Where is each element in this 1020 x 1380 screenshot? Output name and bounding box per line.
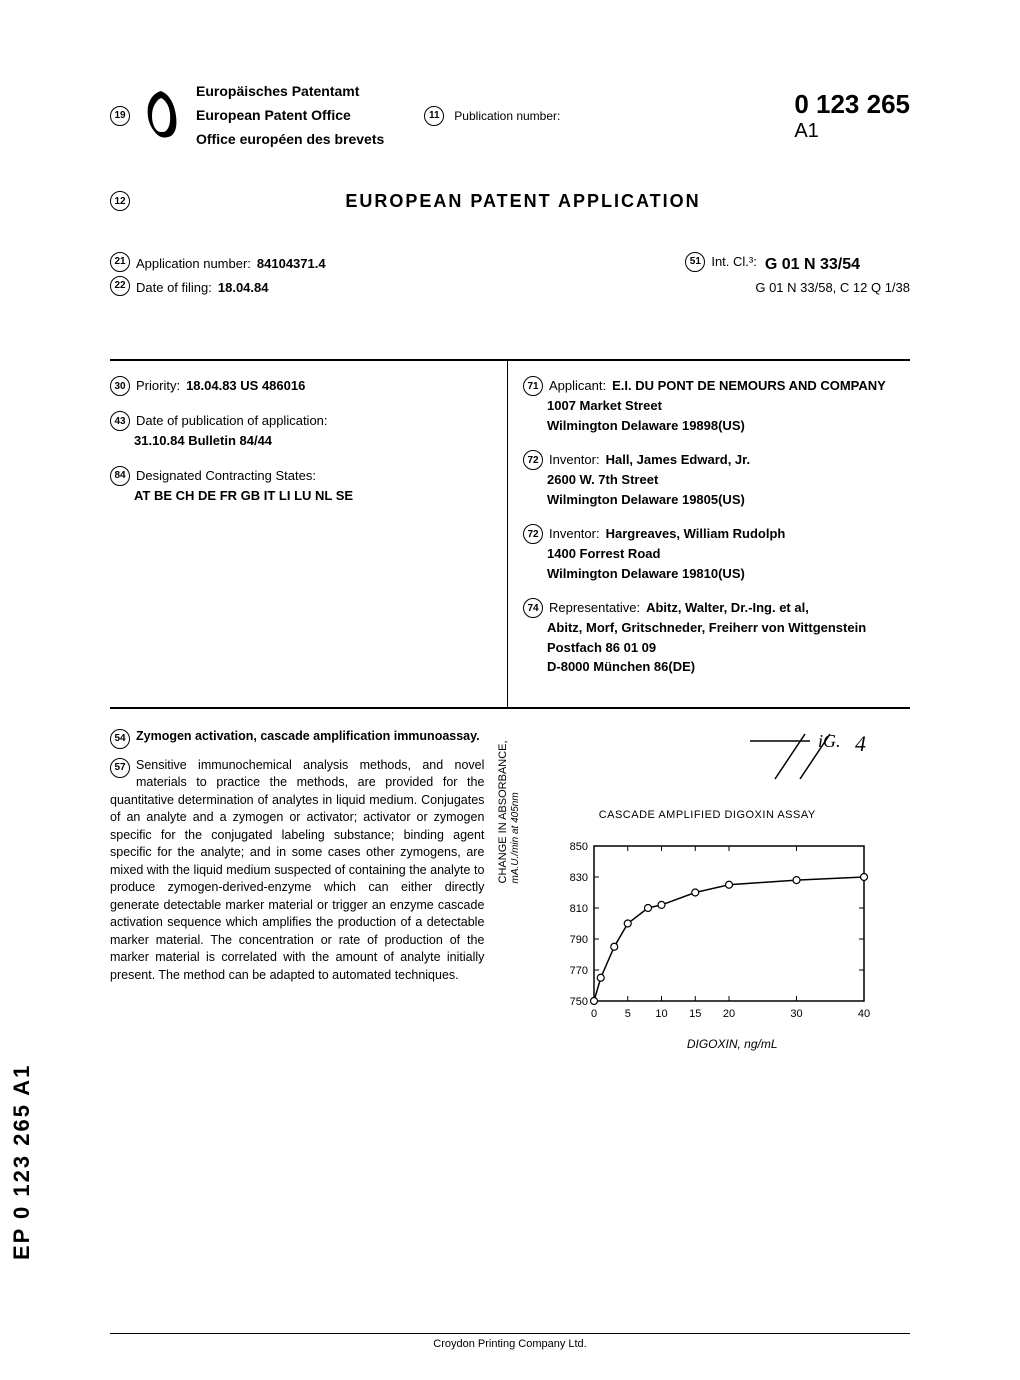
inventor1-addr2: Wilmington Delaware 19805(US)	[547, 490, 910, 510]
field-54: 54	[110, 729, 130, 749]
applicant-label: Applicant:	[549, 376, 606, 396]
priority-label: Priority:	[136, 376, 180, 396]
pub-suffix: A1	[794, 120, 910, 143]
svg-text:770: 770	[570, 965, 588, 977]
priority: 18.04.83 US 486016	[186, 376, 305, 396]
main-title: EUROPEAN PATENT APPLICATION	[136, 191, 910, 212]
inventor1-name: Hall, James Edward, Jr.	[606, 450, 751, 470]
epo-logo-icon	[136, 86, 186, 146]
abstract-text: 57 Sensitive immunochemical analysis met…	[110, 757, 484, 985]
states-label: Designated Contracting States:	[136, 466, 316, 486]
app-left: 21 Application number: 84104371.4 22 Dat…	[110, 252, 326, 299]
abstract-left: 54 Zymogen activation, cascade amplifica…	[110, 729, 484, 1051]
inventor2-label: Inventor:	[549, 524, 600, 544]
rep-addr3: D-8000 München 86(DE)	[547, 657, 910, 677]
abstract-right: iG. 4 CASCADE AMPLIFIED DIGOXIN ASSAY CH…	[504, 729, 910, 1051]
office-en: European Patent Office	[196, 104, 384, 128]
abstract-body: Sensitive immunochemical analysis method…	[110, 758, 484, 982]
filing-label: Date of filing:	[136, 276, 212, 299]
app-right: 51 Int. Cl.³: G 01 N 33/54 G 01 N 33/58,…	[685, 252, 910, 299]
inventor1-label: Inventor:	[549, 450, 600, 470]
rep-addr2: Postfach 86 01 09	[547, 638, 910, 658]
footer: Croydon Printing Company Ltd.	[110, 1333, 910, 1350]
title-row: 12 EUROPEAN PATENT APPLICATION	[110, 191, 910, 247]
bib-right: 71 Applicant: E.I. DU PONT DE NEMOURS AN…	[508, 361, 910, 707]
svg-text:790: 790	[570, 934, 588, 946]
field-43: 43	[110, 411, 130, 431]
fig-label-icon: iG. 4	[750, 729, 880, 784]
ylabel-main: CHANGE IN ABSORBANCE,	[497, 741, 509, 884]
svg-text:830: 830	[570, 872, 588, 884]
field-72b: 72	[523, 524, 543, 544]
field-21: 21	[110, 252, 130, 272]
filing-date: 18.04.84	[218, 276, 269, 299]
inventor2-addr1: 1400 Forrest Road	[547, 544, 910, 564]
publication-number: 0 123 265 A1	[794, 89, 910, 143]
header: 19 Europäisches Patentamt European Paten…	[110, 80, 910, 151]
field-12: 12	[110, 191, 130, 211]
svg-text:4: 4	[855, 731, 866, 756]
svg-text:850: 850	[570, 841, 588, 853]
office-fr: Office européen des brevets	[196, 128, 384, 152]
bib-left: 30 Priority: 18.04.83 US 486016 43 Date …	[110, 361, 508, 707]
abstract-title: Zymogen activation, cascade amplificatio…	[136, 729, 480, 743]
field-19: 19	[110, 106, 130, 126]
applicant-addr2: Wilmington Delaware 19898(US)	[547, 416, 910, 436]
office-de: Europäisches Patentamt	[196, 80, 384, 104]
chart-ylabel: CHANGE IN ABSORBANCE, mA.U./min at 405nm	[497, 741, 521, 884]
svg-text:30: 30	[791, 1008, 803, 1020]
field-84: 84	[110, 466, 130, 486]
inventor1-addr1: 2600 W. 7th Street	[547, 470, 910, 490]
abstract-section: 54 Zymogen activation, cascade amplifica…	[110, 729, 910, 1051]
chart-title: CASCADE AMPLIFIED DIGOXIN ASSAY	[504, 809, 910, 821]
pubdate: 31.10.84 Bulletin 84/44	[134, 431, 497, 451]
field-74: 74	[523, 598, 543, 618]
svg-text:750: 750	[570, 996, 588, 1008]
field-22: 22	[110, 276, 130, 296]
field-11: 11	[424, 106, 444, 126]
pub-number-value: 0 123 265	[794, 89, 910, 119]
int-cl-sub: G 01 N 33/58, C 12 Q 1/38	[755, 278, 910, 299]
svg-text:40: 40	[858, 1008, 870, 1020]
digoxin-chart: 750 770 790 810 830 850 0 5 10 15 20 30 40	[554, 836, 874, 1026]
svg-text:5: 5	[625, 1008, 631, 1020]
chart-xlabel: DIGOXIN, ng/mL	[554, 1037, 910, 1051]
app-number-label: Application number:	[136, 252, 251, 275]
chart-container: CHANGE IN ABSORBANCE, mA.U./min at 405nm…	[554, 836, 910, 1051]
field-72a: 72	[523, 450, 543, 470]
application-row: 21 Application number: 84104371.4 22 Dat…	[110, 252, 910, 299]
states: AT BE CH DE FR GB IT LI LU NL SE	[134, 486, 497, 506]
applicant-name: E.I. DU PONT DE NEMOURS AND COMPANY	[612, 376, 886, 396]
svg-text:20: 20	[723, 1008, 735, 1020]
app-number: 84104371.4	[257, 252, 326, 275]
ylabel-sub: mA.U./min at 405nm	[510, 792, 521, 883]
inventor2-name: Hargreaves, William Rudolph	[606, 524, 786, 544]
field-51: 51	[685, 252, 705, 272]
rep-name: Abitz, Walter, Dr.-Ing. et al,	[646, 598, 809, 618]
pubdate-label: Date of publication of application:	[136, 411, 328, 431]
int-cl-main: G 01 N 33/54	[765, 252, 860, 278]
applicant-addr1: 1007 Market Street	[547, 396, 910, 416]
office-names: Europäisches Patentamt European Patent O…	[196, 80, 384, 151]
field-71: 71	[523, 376, 543, 396]
field-30: 30	[110, 376, 130, 396]
int-cl-label: Int. Cl.³:	[711, 252, 757, 273]
svg-text:15: 15	[690, 1008, 702, 1020]
svg-text:10: 10	[656, 1008, 668, 1020]
rep-addr1: Abitz, Morf, Gritschneder, Freiherr von …	[547, 618, 910, 638]
logo-column: Europäisches Patentamt European Patent O…	[136, 80, 384, 151]
bibliographic-box: 30 Priority: 18.04.83 US 486016 43 Date …	[110, 359, 910, 709]
svg-text:810: 810	[570, 903, 588, 915]
rep-label: Representative:	[549, 598, 640, 618]
svg-text:0: 0	[591, 1008, 597, 1020]
inventor2-addr2: Wilmington Delaware 19810(US)	[547, 564, 910, 584]
svg-text:iG.: iG.	[818, 731, 841, 751]
field-57: 57	[110, 758, 130, 778]
pub-number-label: Publication number:	[454, 109, 560, 123]
side-label: EP 0 123 265 A1	[9, 1064, 35, 1260]
